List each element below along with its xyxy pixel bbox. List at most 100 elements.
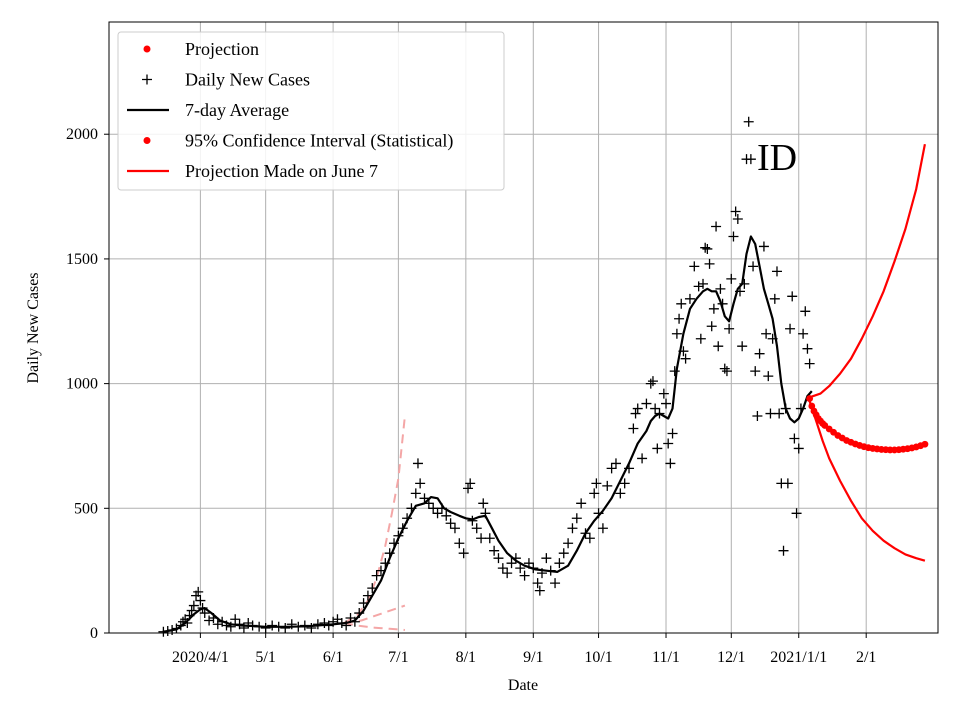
- daily-case-point: [765, 408, 776, 419]
- daily-case-point: [230, 614, 241, 625]
- daily-case-point: [563, 538, 574, 549]
- daily-case-point: [260, 623, 271, 634]
- daily-case-point: [669, 366, 680, 377]
- daily-case-point: [793, 443, 804, 454]
- daily-case-point: [441, 510, 452, 521]
- legend-entry-daily-new-cases: Daily New Cases: [142, 70, 310, 90]
- x-tick-label: 8/1: [456, 649, 476, 666]
- legend: Projection Daily New Cases 7-day Average 95…: [117, 31, 505, 191]
- 95-confidence-interval-statistical-lower-line: [808, 400, 926, 562]
- daily-case-point: [650, 403, 661, 414]
- x-tick-label: 2/1: [856, 649, 876, 666]
- daily-case-point: [658, 388, 669, 399]
- region-label: ID: [757, 137, 797, 179]
- daily-case-point: [689, 261, 700, 272]
- daily-case-point: [778, 545, 789, 556]
- daily-case-point: [584, 533, 595, 544]
- daily-case-point: [789, 433, 800, 444]
- daily-case-point: [754, 348, 765, 359]
- daily-case-point: [428, 503, 439, 514]
- daily-case-point: [743, 116, 754, 127]
- series-projection: [806, 395, 929, 454]
- daily-case-point: [758, 241, 769, 252]
- daily-case-point: [706, 321, 717, 332]
- daily-case-point: [541, 553, 552, 564]
- daily-case-point: [193, 586, 204, 597]
- daily-case-point: [774, 408, 785, 419]
- daily-case-point: [615, 488, 626, 499]
- daily-case-point: [493, 553, 504, 564]
- daily-case-point: [371, 570, 382, 581]
- daily-case-point: [199, 608, 210, 619]
- legend-dot-marker: [143, 45, 151, 53]
- daily-case-point: [476, 533, 487, 544]
- projection-made-on-june-7-lower-line: [343, 622, 405, 631]
- daily-case-point: [597, 523, 608, 534]
- daily-case-point: [800, 306, 811, 317]
- daily-case-point: [724, 323, 735, 334]
- daily-case-point: [630, 408, 641, 419]
- daily-case-point: [204, 615, 215, 626]
- daily-case-point: [737, 341, 748, 352]
- daily-case-point: [752, 411, 763, 422]
- daily-case-point: [610, 458, 621, 469]
- daily-case-point: [519, 570, 530, 581]
- daily-case-point: [671, 328, 682, 339]
- daily-case-point: [186, 605, 197, 616]
- legend-entry-projection: Projection: [143, 39, 259, 59]
- daily-case-point: [732, 214, 743, 225]
- daily-case-point: [458, 548, 469, 559]
- daily-case-point: [674, 313, 685, 324]
- daily-case-point: [750, 366, 761, 377]
- daily-case-point: [695, 333, 706, 344]
- legend-label: Projection Made on June 7: [185, 161, 378, 181]
- daily-case-point: [478, 498, 489, 509]
- daily-case-point: [532, 578, 543, 589]
- daily-case-point: [454, 538, 465, 549]
- daily-case-point: [467, 515, 478, 526]
- daily-case-point: [708, 303, 719, 314]
- daily-case-point: [419, 493, 430, 504]
- daily-case-point: [550, 578, 561, 589]
- daily-case-point: [410, 488, 421, 499]
- x-tick-label: 6/1: [323, 649, 343, 666]
- daily-case-point: [489, 545, 500, 556]
- daily-case-point: [785, 323, 796, 334]
- daily-case-point: [719, 363, 730, 374]
- daily-case-point: [195, 595, 206, 606]
- daily-case-point: [432, 508, 443, 519]
- daily-case-point: [515, 563, 526, 574]
- daily-case-point: [798, 328, 809, 339]
- daily-case-point: [715, 283, 726, 294]
- daily-case-point: [641, 398, 652, 409]
- x-tick-label: 9/1: [523, 649, 543, 666]
- x-tick-label: 5/1: [255, 649, 275, 666]
- daily-case-point: [771, 266, 782, 277]
- daily-case-point: [702, 243, 713, 254]
- legend-dot-marker: [143, 137, 151, 144]
- series-95-confidence-interval-statistical-lower: [808, 400, 926, 562]
- daily-case-point: [267, 620, 278, 631]
- daily-case-point: [726, 273, 737, 284]
- daily-case-point: [471, 523, 482, 534]
- daily-case-point: [602, 480, 613, 491]
- legend-box: [117, 31, 505, 191]
- daily-case-point: [667, 428, 678, 439]
- daily-case-point: [728, 231, 739, 242]
- daily-case-point: [791, 508, 802, 519]
- legend-label: Daily New Cases: [185, 70, 310, 90]
- daily-case-point: [606, 463, 617, 474]
- x-axis-label: Date: [508, 677, 538, 694]
- daily-case-point: [782, 478, 793, 489]
- daily-case-point: [684, 293, 695, 304]
- daily-case-point: [680, 353, 691, 364]
- daily-case-point: [645, 378, 656, 389]
- daily-case-point: [506, 558, 517, 569]
- y-tick-label: 0: [90, 625, 98, 642]
- axis-ticks: 2020/4/1 5/1 6/1 7/1 8/1 9/1 10/1 11/1 12/1 2021/…: [66, 126, 876, 666]
- daily-case-point: [576, 498, 587, 509]
- legend-label: Projection: [185, 39, 259, 59]
- daily-case-point: [619, 478, 630, 489]
- daily-case-point: [693, 281, 704, 292]
